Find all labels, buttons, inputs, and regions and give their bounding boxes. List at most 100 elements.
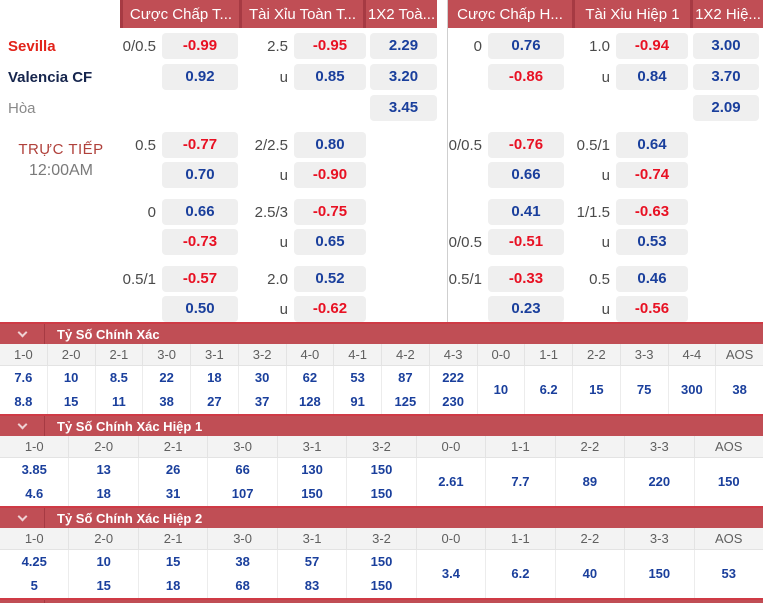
odds-pill[interactable]: 2.29 [370,33,437,59]
score-odds[interactable]: 7.6 [14,370,33,385]
score-odds[interactable]: 53 [350,370,365,385]
odds-pill[interactable]: 3.70 [693,64,759,90]
score-odds[interactable]: 75 [636,382,652,397]
score-odds[interactable]: 150 [370,486,393,501]
score-odds[interactable]: 18 [165,578,181,593]
score-odds[interactable]: 10 [96,554,111,569]
collapse-toggle[interactable] [0,600,45,603]
score-odds[interactable]: 10 [493,382,509,397]
score-odds[interactable]: 4.25 [21,554,47,569]
odds-pill[interactable]: 0.23 [488,296,564,322]
score-odds[interactable]: 15 [589,382,604,397]
odds-pill[interactable]: 2.09 [693,95,759,121]
odds-pill[interactable]: -0.94 [616,33,688,59]
score-odds[interactable]: 6.2 [539,382,558,397]
odds-pill[interactable]: 0.52 [294,266,366,292]
odds-pill[interactable]: -0.95 [294,33,366,59]
odds-pill[interactable]: -0.75 [294,199,366,225]
score-odds[interactable]: 15 [165,554,181,569]
score-odds[interactable]: 38 [159,394,174,409]
score-odds[interactable]: 150 [301,486,323,501]
score-odds[interactable]: 68 [235,578,250,593]
odds-pill[interactable]: 3.00 [693,33,759,59]
score-odds[interactable]: 91 [350,394,365,409]
score-odds[interactable]: 53 [721,566,736,581]
score-odds[interactable]: 87 [398,370,413,385]
odds-pill[interactable]: 0.80 [294,132,366,158]
score-odds[interactable]: 150 [370,578,393,593]
score-odds[interactable]: 5 [30,578,38,593]
score-odds[interactable]: 15 [96,578,111,593]
odds-pill[interactable]: 0.66 [162,199,238,225]
score-odds[interactable]: 27 [207,394,222,409]
odds-pill[interactable]: 0.46 [616,266,688,292]
score-odds[interactable]: 57 [304,554,320,569]
score-odds[interactable]: 31 [165,486,181,501]
odds-pill[interactable]: 0.64 [616,132,688,158]
collapse-toggle[interactable] [0,416,45,436]
odds-pill[interactable]: 0.76 [488,33,564,59]
score-odds[interactable]: 125 [394,394,417,409]
score-odds[interactable]: 15 [63,394,79,409]
odds-pill[interactable]: 0.84 [616,64,688,90]
odds-pill[interactable]: -0.51 [488,229,564,255]
score-odds[interactable]: 38 [235,554,250,569]
odds-pill[interactable]: -0.77 [162,132,238,158]
odds-pill[interactable]: 0.66 [488,162,564,188]
score-odds[interactable]: 2.61 [438,474,464,489]
odds-pill[interactable]: -0.56 [616,296,688,322]
score-odds[interactable]: 300 [681,382,703,397]
odds-pill[interactable]: -0.74 [616,162,688,188]
score-odds[interactable]: 150 [370,554,393,569]
score-odds[interactable]: 150 [370,462,393,477]
score-odds[interactable]: 89 [582,474,598,489]
odds-pill[interactable]: 0.85 [294,64,366,90]
odds-pill[interactable]: 3.45 [370,95,437,121]
score-odds[interactable]: 22 [159,370,174,385]
odds-pill[interactable]: -0.86 [488,64,564,90]
score-odds[interactable]: 8.8 [14,394,33,409]
score-odds[interactable]: 220 [648,474,671,489]
score-odds[interactable]: 128 [299,394,321,409]
score-odds[interactable]: 130 [301,462,323,477]
score-odds[interactable]: 40 [582,566,598,581]
score-odds[interactable]: 4.6 [25,486,44,501]
odds-pill[interactable]: 0.92 [162,64,238,90]
collapse-toggle[interactable] [0,508,45,528]
score-odds[interactable]: 83 [304,578,320,593]
score-odds[interactable]: 37 [254,394,270,409]
odds-pill[interactable]: 0.65 [294,229,366,255]
score-odds[interactable]: 62 [302,370,318,385]
odds-pill[interactable]: -0.57 [162,266,238,292]
odds-pill[interactable]: 3.20 [370,64,437,90]
score-odds[interactable]: 222 [442,370,464,385]
score-odds[interactable]: 150 [717,474,740,489]
odds-pill[interactable]: -0.63 [616,199,688,225]
score-odds[interactable]: 26 [165,462,181,477]
score-odds[interactable]: 8.5 [109,370,128,385]
score-odds[interactable]: 66 [235,462,250,477]
odds-pill[interactable]: 0.41 [488,199,564,225]
score-odds[interactable]: 38 [732,382,747,397]
odds-pill[interactable]: 0.50 [162,296,238,322]
score-odds[interactable]: 230 [442,394,464,409]
score-odds[interactable]: 10 [63,370,79,385]
odds-pill[interactable]: -0.76 [488,132,564,158]
score-odds[interactable]: 7.7 [511,474,530,489]
score-odds[interactable]: 30 [254,370,270,385]
odds-pill[interactable]: 0.70 [162,162,238,188]
odds-pill[interactable]: -0.99 [162,33,238,59]
score-odds[interactable]: 150 [648,566,671,581]
odds-pill[interactable]: -0.73 [162,229,238,255]
odds-pill[interactable]: 0.53 [616,229,688,255]
collapse-toggle[interactable] [0,324,45,344]
score-odds[interactable]: 6.2 [511,566,530,581]
score-odds[interactable]: 3.4 [441,566,460,581]
score-odds[interactable]: 11 [112,394,126,409]
score-odds[interactable]: 13 [96,462,111,477]
score-odds[interactable]: 3.85 [21,462,47,477]
odds-pill[interactable]: -0.90 [294,162,366,188]
score-odds[interactable]: 18 [96,486,111,501]
score-odds[interactable]: 107 [231,486,254,501]
odds-pill[interactable]: -0.33 [488,266,564,292]
